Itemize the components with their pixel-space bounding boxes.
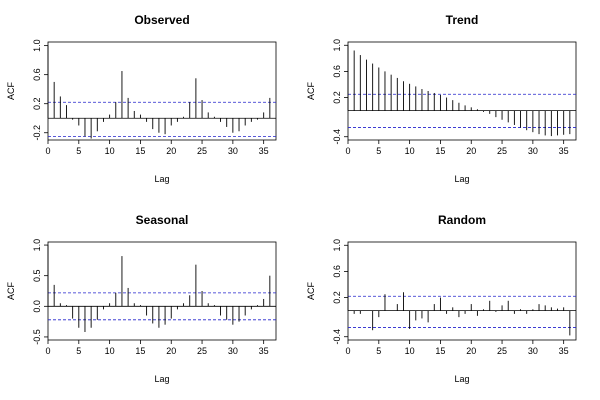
acf-panel-trend: Trend 0 5 10 15 20 25 30 35 -0.4 0.2 0.6 1.0 Lag ACF: [306, 13, 577, 184]
chart-title: Seasonal: [136, 213, 189, 227]
x-tick-label: 5: [376, 146, 381, 156]
plot-frame: [47, 241, 277, 341]
x-tick-label: 0: [345, 346, 350, 356]
x-tick-label: 0: [45, 146, 50, 156]
acf-panel-seasonal: Seasonal 0 5 10 15 20 25 30 35 -0.5 0.0 0.5 1.0 Lag AC…: [6, 213, 277, 384]
x-axis-label: Lag: [154, 374, 169, 384]
chart-title: Trend: [446, 13, 479, 27]
x-tick-label: 25: [497, 146, 507, 156]
y-axis-label: ACF: [6, 81, 16, 100]
x-tick-label: 20: [166, 146, 176, 156]
x-tick-label: 25: [497, 346, 507, 356]
x-axis-label: Lag: [454, 374, 469, 384]
x-tick-label: 35: [559, 146, 569, 156]
y-tick-label: 0.6: [332, 265, 342, 278]
x-tick-label: 5: [376, 346, 381, 356]
x-tick-label: 20: [166, 346, 176, 356]
plot-frame: [347, 41, 577, 141]
x-tick-label: 25: [197, 346, 207, 356]
x-axis-label: Lag: [454, 174, 469, 184]
x-tick-label: 10: [105, 346, 115, 356]
x-tick-label: 35: [259, 146, 269, 156]
y-tick-label: 1.0: [32, 239, 42, 252]
y-tick-label: 0.6: [332, 65, 342, 78]
plot-frame: [47, 41, 277, 141]
x-tick-label: 30: [528, 346, 538, 356]
x-tick-label: 10: [405, 346, 415, 356]
x-tick-label: 5: [76, 346, 81, 356]
y-tick-label: 1.0: [32, 39, 42, 52]
chart-title: Observed: [134, 13, 189, 27]
x-tick-label: 25: [197, 146, 207, 156]
y-tick-label: 1.0: [332, 239, 342, 252]
x-tick-label: 30: [228, 146, 238, 156]
acf-panel-observed: Observed 0 5 10 15 20 25 30 35 -0.2 0.2 0.6 1.0 Lag AC…: [6, 13, 277, 184]
x-tick-label: 20: [466, 146, 476, 156]
y-axis-label: ACF: [6, 281, 16, 300]
acf-panel-random: Random 0 5 10 15 20 25 30 35 -0.4 0.2 0.6 1.0 Lag ACF: [306, 213, 577, 384]
y-tick-label: 0.5: [32, 269, 42, 282]
chart-title: Random: [438, 213, 486, 227]
x-tick-label: 15: [435, 346, 445, 356]
y-axis-label: ACF: [306, 281, 316, 300]
x-tick-label: 10: [405, 146, 415, 156]
y-tick-label: 0.2: [332, 291, 342, 304]
x-tick-label: 30: [528, 146, 538, 156]
x-tick-label: 20: [466, 346, 476, 356]
y-tick-label: -0.4: [332, 129, 342, 145]
y-tick-label: 0.6: [32, 68, 42, 81]
x-tick-label: 35: [559, 346, 569, 356]
x-tick-label: 35: [259, 346, 269, 356]
x-tick-label: 15: [435, 146, 445, 156]
y-tick-label: 1.0: [332, 39, 342, 52]
y-axis-label: ACF: [306, 81, 316, 100]
x-tick-label: 0: [345, 146, 350, 156]
x-tick-label: 5: [76, 146, 81, 156]
x-tick-label: 30: [228, 346, 238, 356]
y-tick-label: 0.0: [32, 300, 42, 313]
x-tick-label: 15: [135, 146, 145, 156]
y-tick-label: 0.2: [332, 91, 342, 104]
x-tick-label: 10: [105, 146, 115, 156]
y-tick-label: -0.2: [32, 125, 42, 141]
x-tick-label: 0: [45, 346, 50, 356]
x-tick-label: 15: [135, 346, 145, 356]
y-tick-label: -0.4: [332, 329, 342, 345]
plot-frame: [347, 241, 577, 341]
y-tick-label: -0.5: [32, 329, 42, 345]
x-axis-label: Lag: [154, 174, 169, 184]
y-tick-label: 0.2: [32, 97, 42, 110]
